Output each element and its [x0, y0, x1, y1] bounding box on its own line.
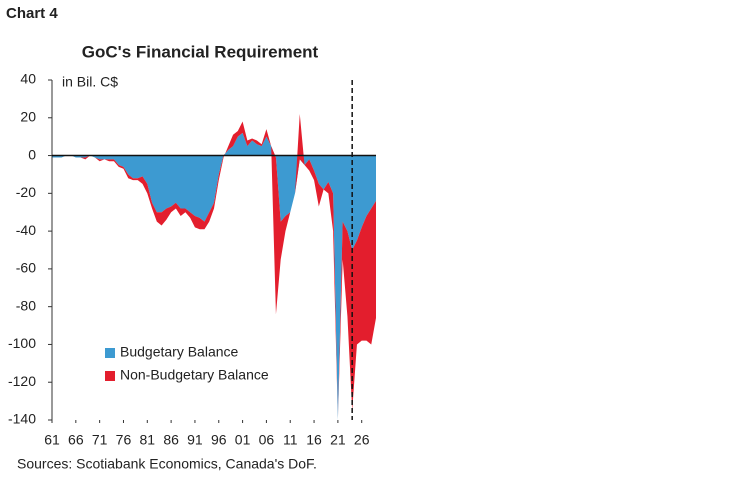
y-tick-label: -100 — [8, 335, 36, 351]
y-tick-label: -60 — [16, 260, 36, 276]
x-tick-label: 26 — [354, 432, 370, 448]
x-tick-label: 66 — [68, 432, 84, 448]
x-tick-label: 96 — [211, 432, 227, 448]
x-tick-label: 16 — [306, 432, 322, 448]
unit-label: in Bil. C$ — [62, 74, 118, 90]
x-tick-label: 86 — [163, 432, 179, 448]
x-tick-label: 11 — [283, 432, 298, 448]
x-tick-label: 81 — [140, 432, 156, 448]
x-tick-label: 91 — [187, 432, 203, 448]
chart-label: Chart 4 — [6, 5, 58, 22]
legend-swatch — [105, 348, 115, 358]
y-tick-label: -120 — [8, 373, 36, 389]
x-tick-label: 21 — [330, 432, 346, 448]
x-tick-label: 76 — [116, 432, 132, 448]
source: Sources: Scotiabank Economics, Canada's … — [17, 456, 317, 472]
y-tick-label: 20 — [20, 108, 36, 124]
x-tick-label: 61 — [44, 432, 60, 448]
y-tick-label: -40 — [16, 222, 36, 238]
x-tick-label: 06 — [259, 432, 275, 448]
y-tick-label: -80 — [16, 297, 36, 313]
legend-label: Budgetary Balance — [120, 344, 239, 360]
y-tick-label: -20 — [16, 184, 36, 200]
y-tick-label: 40 — [20, 71, 36, 87]
legend-label: Non-Budgetary Balance — [120, 367, 269, 383]
x-tick-label: 71 — [92, 432, 108, 448]
y-tick-label: -140 — [8, 411, 36, 427]
chart-title: GoC's Financial Requirement — [82, 42, 319, 61]
legend-swatch — [105, 371, 115, 381]
area — [52, 132, 376, 420]
y-tick-label: 0 — [28, 146, 36, 162]
x-tick-label: 01 — [235, 432, 251, 448]
